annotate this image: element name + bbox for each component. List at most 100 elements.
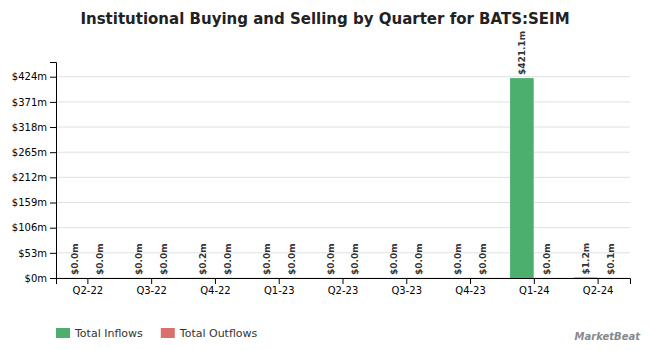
legend-swatch (56, 328, 70, 338)
y-axis-line (50, 63, 57, 279)
x-tick-label: Q3-22 (136, 285, 167, 296)
x-tick: Q3-23 (391, 278, 422, 296)
y-axis: $0m $53m $106m $159m $212m $265m $318m $371m $42… (12, 63, 57, 284)
x-tick: Q1-23 (264, 278, 295, 296)
annotation: MarketBeat (575, 331, 642, 342)
y-tick-label: $265m (12, 147, 47, 158)
data-label: $0.0m (542, 243, 552, 275)
data-label: $0.0m (350, 243, 360, 275)
y-tick-label: $371m (12, 97, 47, 108)
data-label: $0.0m (453, 243, 463, 275)
legend: Total Inflows Total Outflows (56, 327, 258, 340)
grid-line (56, 177, 630, 178)
legend-swatch (161, 328, 175, 338)
y-tick: $212m (12, 172, 56, 183)
y-tick-label: $106m (12, 222, 47, 233)
bar (127, 278, 151, 279)
x-axis: Q2-22 Q3-22 Q4-22 Q1-23 Q2-23 Q3-23 Q4-23 Q1-24… (57, 278, 631, 296)
x-tick-label: Q4-23 (455, 285, 486, 296)
data-label: $0.0m (159, 243, 169, 275)
legend-label: Total Inflows (74, 327, 143, 340)
y-tick-mark (50, 228, 56, 229)
bar (535, 278, 559, 279)
x-tick-mark (470, 278, 471, 284)
bar (599, 277, 623, 278)
x-tick-label: Q2-23 (328, 285, 359, 296)
x-tick-mark (534, 278, 535, 284)
data-label: $0.0m (70, 243, 80, 275)
y-tick-mark (50, 203, 56, 204)
y-tick: $371m (12, 97, 56, 108)
y-tick-label: $318m (12, 122, 47, 133)
y-tick-mark (50, 152, 56, 153)
y-tick: $106m (12, 222, 56, 233)
x-tick-mark (151, 278, 152, 284)
data-label: $0.0m (414, 243, 424, 275)
y-tick-mark (50, 127, 56, 128)
data-label: $0.0m (95, 243, 105, 275)
x-tick: Q2-22 (73, 278, 104, 296)
y-tick-mark (50, 177, 56, 178)
y-tick-mark (50, 253, 56, 254)
bar (89, 278, 113, 279)
x-tick: Q4-22 (200, 278, 231, 296)
data-label: $0.0m (134, 243, 144, 275)
x-tick-label: Q2-22 (73, 285, 104, 296)
x-tick: Q1-24 (519, 278, 550, 296)
data-label: $421.1m (517, 31, 527, 75)
bar (216, 278, 240, 279)
bar (191, 277, 215, 278)
title: Institutional Buying and Selling by Quar… (80, 10, 569, 28)
y-tick-label: $212m (12, 172, 47, 183)
x-tick: Q2-24 (583, 278, 614, 296)
data-label: $1.2m (581, 243, 591, 275)
data-labels: $0.0m $0.0m $0.2m $0.0m $0.0m $0.0m $0.0m $421.… (70, 31, 615, 275)
x-tick-mark (87, 278, 88, 284)
bar (319, 278, 343, 279)
bar (407, 278, 431, 279)
y-tick-mark (50, 77, 56, 78)
data-label: $0.0m (262, 243, 272, 275)
x-tick-label: Q4-22 (200, 285, 231, 296)
x-tick-mark (598, 278, 599, 284)
data-label: $0.0m (389, 243, 399, 275)
bar (152, 278, 176, 279)
grid (56, 77, 630, 278)
bar (280, 278, 304, 279)
x-tick-label: Q2-24 (583, 285, 614, 296)
bar (574, 277, 598, 278)
bar (64, 278, 88, 279)
bar (255, 278, 279, 279)
x-tick: Q2-23 (328, 278, 359, 296)
y-tick-label: $424m (12, 71, 47, 82)
grid-line (56, 152, 630, 153)
y-tick-label: $159m (12, 197, 47, 208)
legend-item: Total Inflows (56, 327, 143, 340)
bar (383, 278, 407, 279)
y-tick: $53m (18, 248, 56, 259)
x-tick: Q3-22 (136, 278, 167, 296)
data-label: $0.0m (223, 243, 233, 275)
grid-line (56, 101, 630, 102)
legend-item: Total Outflows (161, 327, 258, 340)
data-label: $0.2m (198, 243, 208, 275)
grid-line (56, 127, 630, 128)
bar (510, 78, 534, 278)
grid-line (56, 227, 630, 228)
y-tick: $424m (12, 71, 56, 82)
bar (344, 278, 368, 279)
x-tick-label: Q3-23 (391, 285, 422, 296)
x-tick-mark (279, 278, 280, 284)
x-tick-mark (215, 278, 216, 284)
data-label: $0.0m (326, 243, 336, 275)
x-tick: Q4-23 (455, 278, 486, 296)
grid-line (56, 76, 630, 77)
y-tick: $159m (12, 197, 56, 208)
bar (446, 278, 470, 279)
legend-label: Total Outflows (179, 327, 258, 340)
y-tick-mark (50, 278, 56, 279)
bars (191, 78, 622, 278)
y-tick-label: $0m (25, 273, 47, 284)
x-axis-line (57, 279, 631, 285)
data-label: $0.0m (287, 243, 297, 275)
